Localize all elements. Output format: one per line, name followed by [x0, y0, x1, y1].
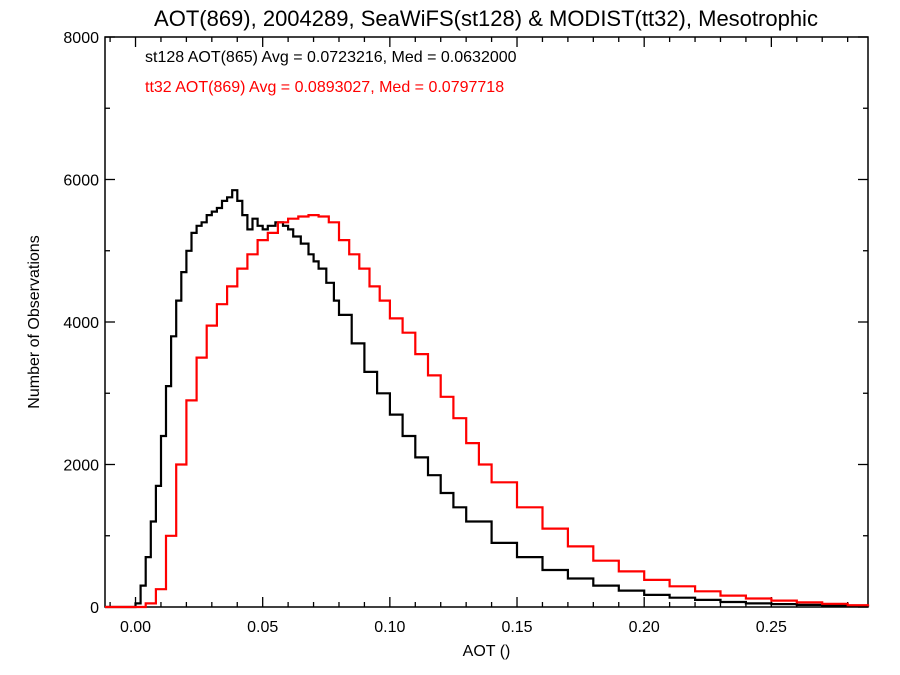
- stats-annotation-st128: st128 AOT(865) Avg = 0.0723216, Med = 0.…: [145, 49, 517, 66]
- x-tick-label: 0.15: [501, 619, 532, 636]
- x-tick-label: 0.05: [247, 619, 278, 636]
- chart-title: AOT(869), 2004289, SeaWiFS(st128) & MODI…: [154, 6, 818, 31]
- y-tick-label: 2000: [63, 458, 99, 475]
- y-tick-label: 4000: [63, 315, 99, 332]
- y-tick-label: 8000: [63, 30, 99, 47]
- series-line-1: [105, 214, 870, 609]
- y-tick-label: 6000: [63, 173, 99, 190]
- y-tick-label: 0: [90, 600, 99, 617]
- series-line-0: [105, 189, 870, 609]
- x-tick-label: 0.25: [756, 619, 787, 636]
- series-layer: [105, 189, 870, 609]
- x-tick-label: 0.10: [374, 619, 405, 636]
- x-tick-label: 0.20: [629, 619, 660, 636]
- x-axis-label: AOT (): [463, 643, 511, 660]
- stats-annotation-tt32: tt32 AOT(869) Avg = 0.0893027, Med = 0.0…: [145, 79, 504, 96]
- x-tick-label: 0.00: [120, 619, 151, 636]
- axis-ticks: 0.00 0.05 0.10 0.15 0.20 0.25 0 2000 4000 6000 800…: [63, 30, 868, 636]
- y-axis-label: Number of Observations: [26, 235, 43, 408]
